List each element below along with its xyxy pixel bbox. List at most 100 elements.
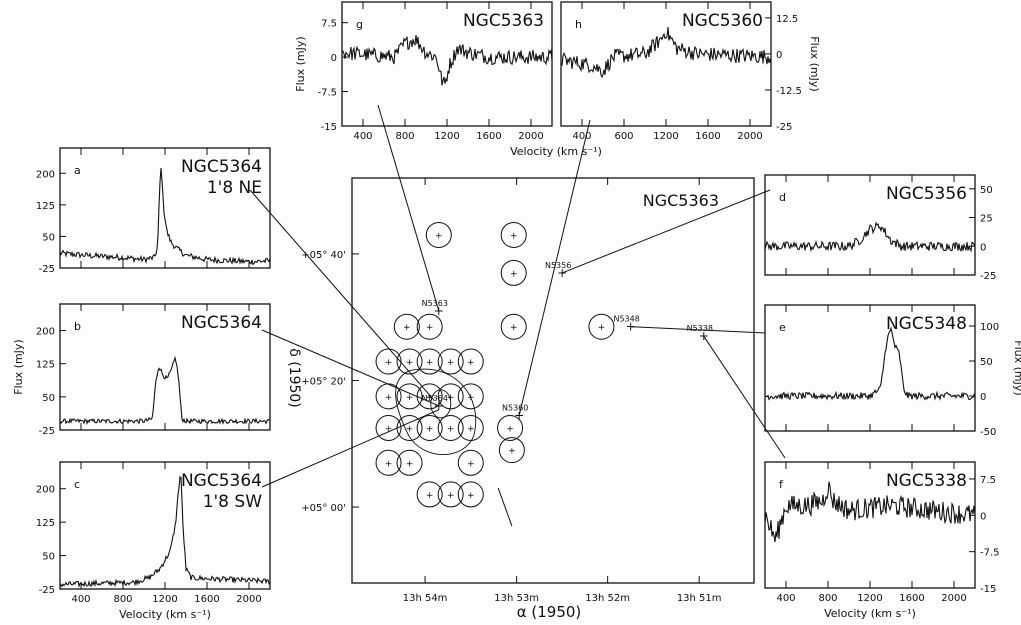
y-tick-label: 0: [980, 511, 986, 522]
galaxy-label: NGC5363: [463, 11, 544, 31]
beam-center: +: [510, 323, 518, 333]
galaxy-label: 1'8 SW: [203, 492, 263, 512]
beam-circle: [396, 383, 423, 410]
beam-center: +: [447, 393, 455, 403]
x-tick-label: 1600: [194, 594, 219, 605]
y-axis-label: Flux (mJy): [12, 339, 25, 394]
galaxy-label: NGC5364: [181, 313, 262, 333]
y-tick-label: 0: [776, 50, 782, 61]
beam-circle: [416, 348, 443, 375]
panel-letter: d: [779, 191, 786, 204]
map-y-tick-label: +05° 40': [301, 250, 346, 261]
beam-center: +: [406, 393, 414, 403]
y-tick-label: -25: [776, 122, 792, 133]
x-axis-label: Velocity (km s⁻¹): [824, 607, 916, 620]
y-axis-label: Flux (mJy): [808, 36, 821, 91]
galaxy-label: NGC5364: [181, 471, 262, 491]
beam-center: +: [467, 491, 475, 501]
galaxy-label: NGC5360: [682, 11, 763, 31]
beam-circle: [500, 221, 527, 248]
y-tick-label: 0: [331, 53, 337, 64]
y-tick-label: 50: [980, 185, 993, 196]
y-tick-label: 200: [36, 327, 55, 338]
x-tick-label: 1200: [152, 594, 177, 605]
panel-letter: f: [779, 478, 784, 491]
spectrum-panel-c: [59, 461, 271, 590]
beam-circle: [500, 259, 527, 286]
beam-circle: [396, 348, 423, 375]
galaxy-label: NGC5348: [886, 314, 967, 334]
spectrum-panel-b: [59, 303, 271, 431]
y-tick-label: 0: [980, 392, 986, 403]
map-x-axis-label: α (1950): [517, 603, 582, 621]
y-tick-label: -25: [39, 264, 55, 275]
x-tick-label: 2000: [236, 594, 261, 605]
beam-center: +: [385, 459, 393, 469]
beam-circle: [416, 414, 443, 441]
beam-center: +: [385, 424, 393, 434]
beam-circle: [457, 481, 484, 508]
map-frame: [351, 177, 755, 584]
y-tick-label: 25: [980, 214, 993, 225]
y-tick-label: -25: [39, 585, 55, 596]
x-axis-label: Velocity (km s⁻¹): [119, 608, 211, 621]
map-y-tick-label: +05° 20': [301, 377, 346, 388]
y-tick-label: -50: [980, 427, 996, 438]
galaxy-label: NGC5364: [181, 157, 262, 177]
beam-center: +: [508, 447, 516, 457]
y-tick-label: -12.5: [776, 86, 802, 97]
leader-line: [249, 189, 435, 401]
y-tick-label: 100: [980, 322, 999, 333]
spectrum-line: [59, 355, 271, 426]
panel-letter: a: [74, 164, 81, 177]
beam-circle: [375, 348, 402, 375]
y-tick-label: 0: [980, 242, 986, 253]
sky-map: + +++ ++ ++ + + + ++ + + + ++ + + + + ++ + +++++++++++: [351, 177, 755, 584]
x-tick-label: 800: [113, 594, 132, 605]
map-x-tick-label: 13h 51m: [677, 593, 722, 604]
beam-center: +: [426, 393, 434, 403]
map-x-tick-label: 13h 54m: [403, 593, 448, 604]
spectrum-line: [764, 326, 976, 401]
x-tick-label: 400: [572, 131, 591, 142]
galaxy-map-label: N5360: [502, 403, 528, 412]
y-tick-label: -7.5: [980, 548, 1000, 559]
spectrum-line: [764, 221, 976, 253]
beam-center: +: [510, 231, 518, 241]
beam-circle: [393, 313, 420, 340]
x-tick-label: 1600: [695, 131, 720, 142]
map-y-tick-label: +05° 00': [301, 503, 346, 514]
galaxy-map-label: N5364: [422, 394, 448, 403]
y-axis-label: Flux (mJy): [1012, 340, 1021, 395]
beam-center: +: [510, 269, 518, 279]
leader-line: [261, 329, 439, 407]
galaxy-contour: [395, 368, 477, 456]
y-tick-label: 125: [36, 201, 55, 212]
leader-line: [703, 335, 786, 459]
x-tick-label: 1200: [857, 593, 882, 604]
spectrum-panel-g: [341, 1, 553, 127]
y-tick-label: 200: [36, 485, 55, 496]
x-tick-label: 800: [395, 131, 414, 142]
y-tick-label: -15: [980, 584, 996, 595]
spectrum-panel-d: [764, 174, 976, 276]
x-tick-label: 400: [71, 594, 90, 605]
y-tick-label: 12.5: [776, 14, 798, 25]
beam-circle: [437, 414, 464, 441]
beam-circle: [396, 449, 423, 476]
spectrum-line: [764, 481, 976, 543]
y-tick-label: -7.5: [317, 88, 337, 99]
beam-circle: [497, 414, 524, 441]
beam-circle: [498, 437, 525, 464]
galaxy-label: NGC5356: [886, 184, 967, 204]
spectrum-line: [560, 26, 772, 79]
y-tick-label: 50: [42, 552, 55, 563]
y-tick-label: -25: [980, 271, 996, 282]
spectrum-line: [59, 475, 271, 588]
y-axis-label: Flux (mJy): [294, 36, 307, 91]
x-tick-label: 2000: [941, 593, 966, 604]
panel-letter: g: [356, 18, 363, 31]
beam-center: +: [406, 424, 414, 434]
beam-circle: [457, 449, 484, 476]
beam-center: +: [426, 323, 434, 333]
